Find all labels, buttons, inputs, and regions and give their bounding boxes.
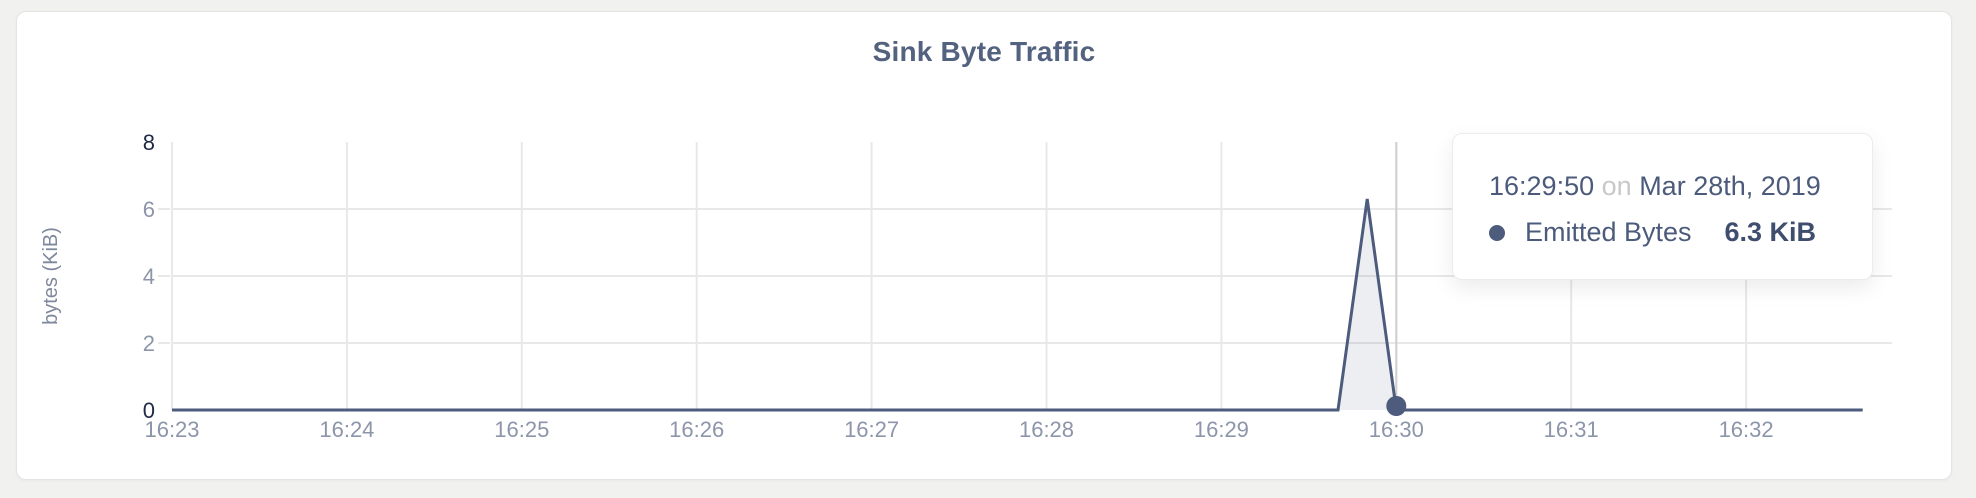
chart-title: Sink Byte Traffic — [872, 36, 1096, 67]
y-tick-label: 4 — [143, 264, 155, 289]
x-tick-label: 16:27 — [844, 417, 899, 442]
y-axis-label: bytes (KiB) — [40, 227, 62, 325]
series-dot-icon — [1489, 224, 1505, 241]
tooltip-series-row: Emitted Bytes 6.3 KiB — [1489, 216, 1816, 249]
x-tick-label: 16:25 — [494, 417, 549, 442]
x-tick-label: 16:28 — [1019, 417, 1074, 442]
y-tick-label: 2 — [143, 331, 155, 356]
tooltip-date: Mar 28th, 2019 — [1639, 171, 1821, 201]
tooltip-connector: on — [1601, 171, 1632, 201]
y-tick-label: 8 — [143, 130, 155, 155]
x-tick-label: 16:23 — [144, 417, 199, 442]
tooltip-date-line: 16:29:50 on Mar 28th, 2019 — [1489, 170, 1821, 203]
x-tick-label: 16:30 — [1369, 417, 1424, 442]
x-tick-label: 16:32 — [1719, 417, 1774, 442]
tooltip-series-label: Emitted Bytes — [1525, 217, 1692, 247]
chart-tooltip: 16:29:50 on Mar 28th, 2019 Emitted Bytes… — [1452, 133, 1873, 280]
series-line — [172, 198, 1863, 412]
y-tick-label: 6 — [143, 197, 155, 222]
x-tick-label: 16:31 — [1544, 417, 1599, 442]
hovered-point-marker[interactable] — [1386, 396, 1407, 416]
x-tick-label: 16:29 — [1194, 417, 1249, 442]
x-tick-label: 16:24 — [319, 417, 374, 442]
tooltip-value: 6.3 KiB — [1724, 217, 1816, 247]
tooltip-time: 16:29:50 — [1489, 171, 1595, 201]
x-tick-label: 16:26 — [669, 417, 724, 442]
y-tick-label: 0 — [143, 398, 155, 423]
